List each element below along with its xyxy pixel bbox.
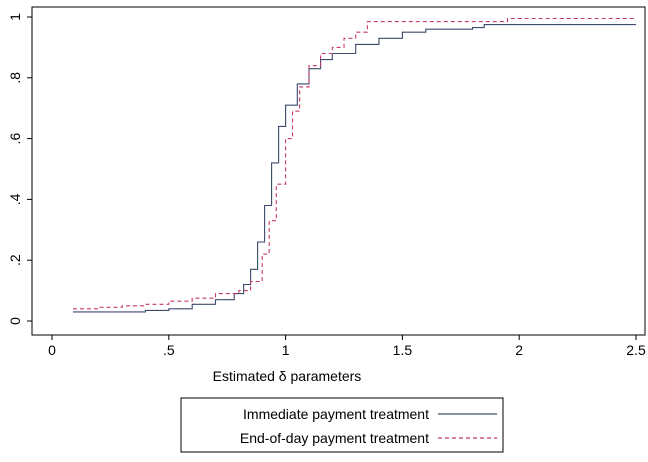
y-axis: 0 .2 .4 .6 .8 1 <box>7 13 32 325</box>
legend-box <box>180 397 504 453</box>
series-layer <box>73 17 636 313</box>
x-tick-label: 1.5 <box>393 342 413 358</box>
y-tick-label: 0 <box>7 317 23 325</box>
x-axis: 0 .5 1 1.5 2 2.5 <box>48 335 646 358</box>
legend: Immediate payment treatment End-of-day p… <box>180 397 504 453</box>
plot-area-frame <box>31 6 646 336</box>
y-tick-label: .4 <box>7 193 23 205</box>
series-line-immediate <box>73 24 636 313</box>
x-tick-label: 2 <box>515 342 523 358</box>
y-tick-label: 1 <box>7 13 23 21</box>
x-tick-label: 2.5 <box>626 342 646 358</box>
legend-label-immediate: Immediate payment treatment <box>243 406 429 422</box>
y-tick-label: .8 <box>7 72 23 84</box>
x-tick-label: 0 <box>48 342 56 358</box>
legend-label-end-of-day: End-of-day payment treatment <box>240 430 429 446</box>
y-tick-label: .6 <box>7 133 23 145</box>
x-axis-label: Estimated δ parameters <box>213 368 362 384</box>
series-line-end-of-day <box>73 17 636 310</box>
x-tick-label: .5 <box>163 342 175 358</box>
y-tick-label: .2 <box>7 254 23 266</box>
x-tick-label: 1 <box>282 342 290 358</box>
